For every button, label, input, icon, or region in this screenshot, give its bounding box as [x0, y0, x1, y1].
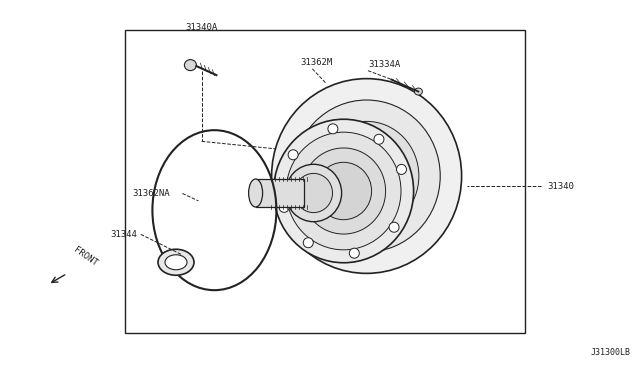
Text: 31340: 31340 [547, 182, 574, 190]
Circle shape [288, 150, 298, 160]
Ellipse shape [158, 249, 194, 275]
Circle shape [303, 238, 313, 248]
Circle shape [349, 248, 359, 258]
Ellipse shape [165, 255, 187, 270]
Ellipse shape [286, 132, 401, 250]
Ellipse shape [273, 119, 413, 263]
Circle shape [279, 202, 289, 212]
Text: 31344: 31344 [111, 230, 138, 239]
Text: 31362NA: 31362NA [132, 189, 170, 198]
Ellipse shape [294, 173, 333, 213]
Ellipse shape [301, 148, 385, 234]
Circle shape [328, 124, 338, 134]
Ellipse shape [316, 162, 372, 220]
Ellipse shape [184, 60, 196, 71]
Circle shape [397, 164, 406, 174]
Ellipse shape [293, 100, 440, 252]
Polygon shape [255, 179, 303, 207]
Text: J31300LB: J31300LB [590, 348, 630, 357]
Ellipse shape [248, 179, 262, 207]
Ellipse shape [415, 88, 422, 95]
Ellipse shape [271, 78, 461, 273]
Ellipse shape [314, 121, 419, 231]
Bar [125, 30, 525, 333]
Text: FRONT: FRONT [72, 246, 99, 269]
Circle shape [374, 134, 384, 144]
Circle shape [389, 222, 399, 232]
Text: 31334A: 31334A [368, 60, 400, 69]
Text: 31362M: 31362M [301, 58, 333, 67]
Text: 31340A: 31340A [186, 23, 218, 32]
Ellipse shape [285, 164, 342, 222]
